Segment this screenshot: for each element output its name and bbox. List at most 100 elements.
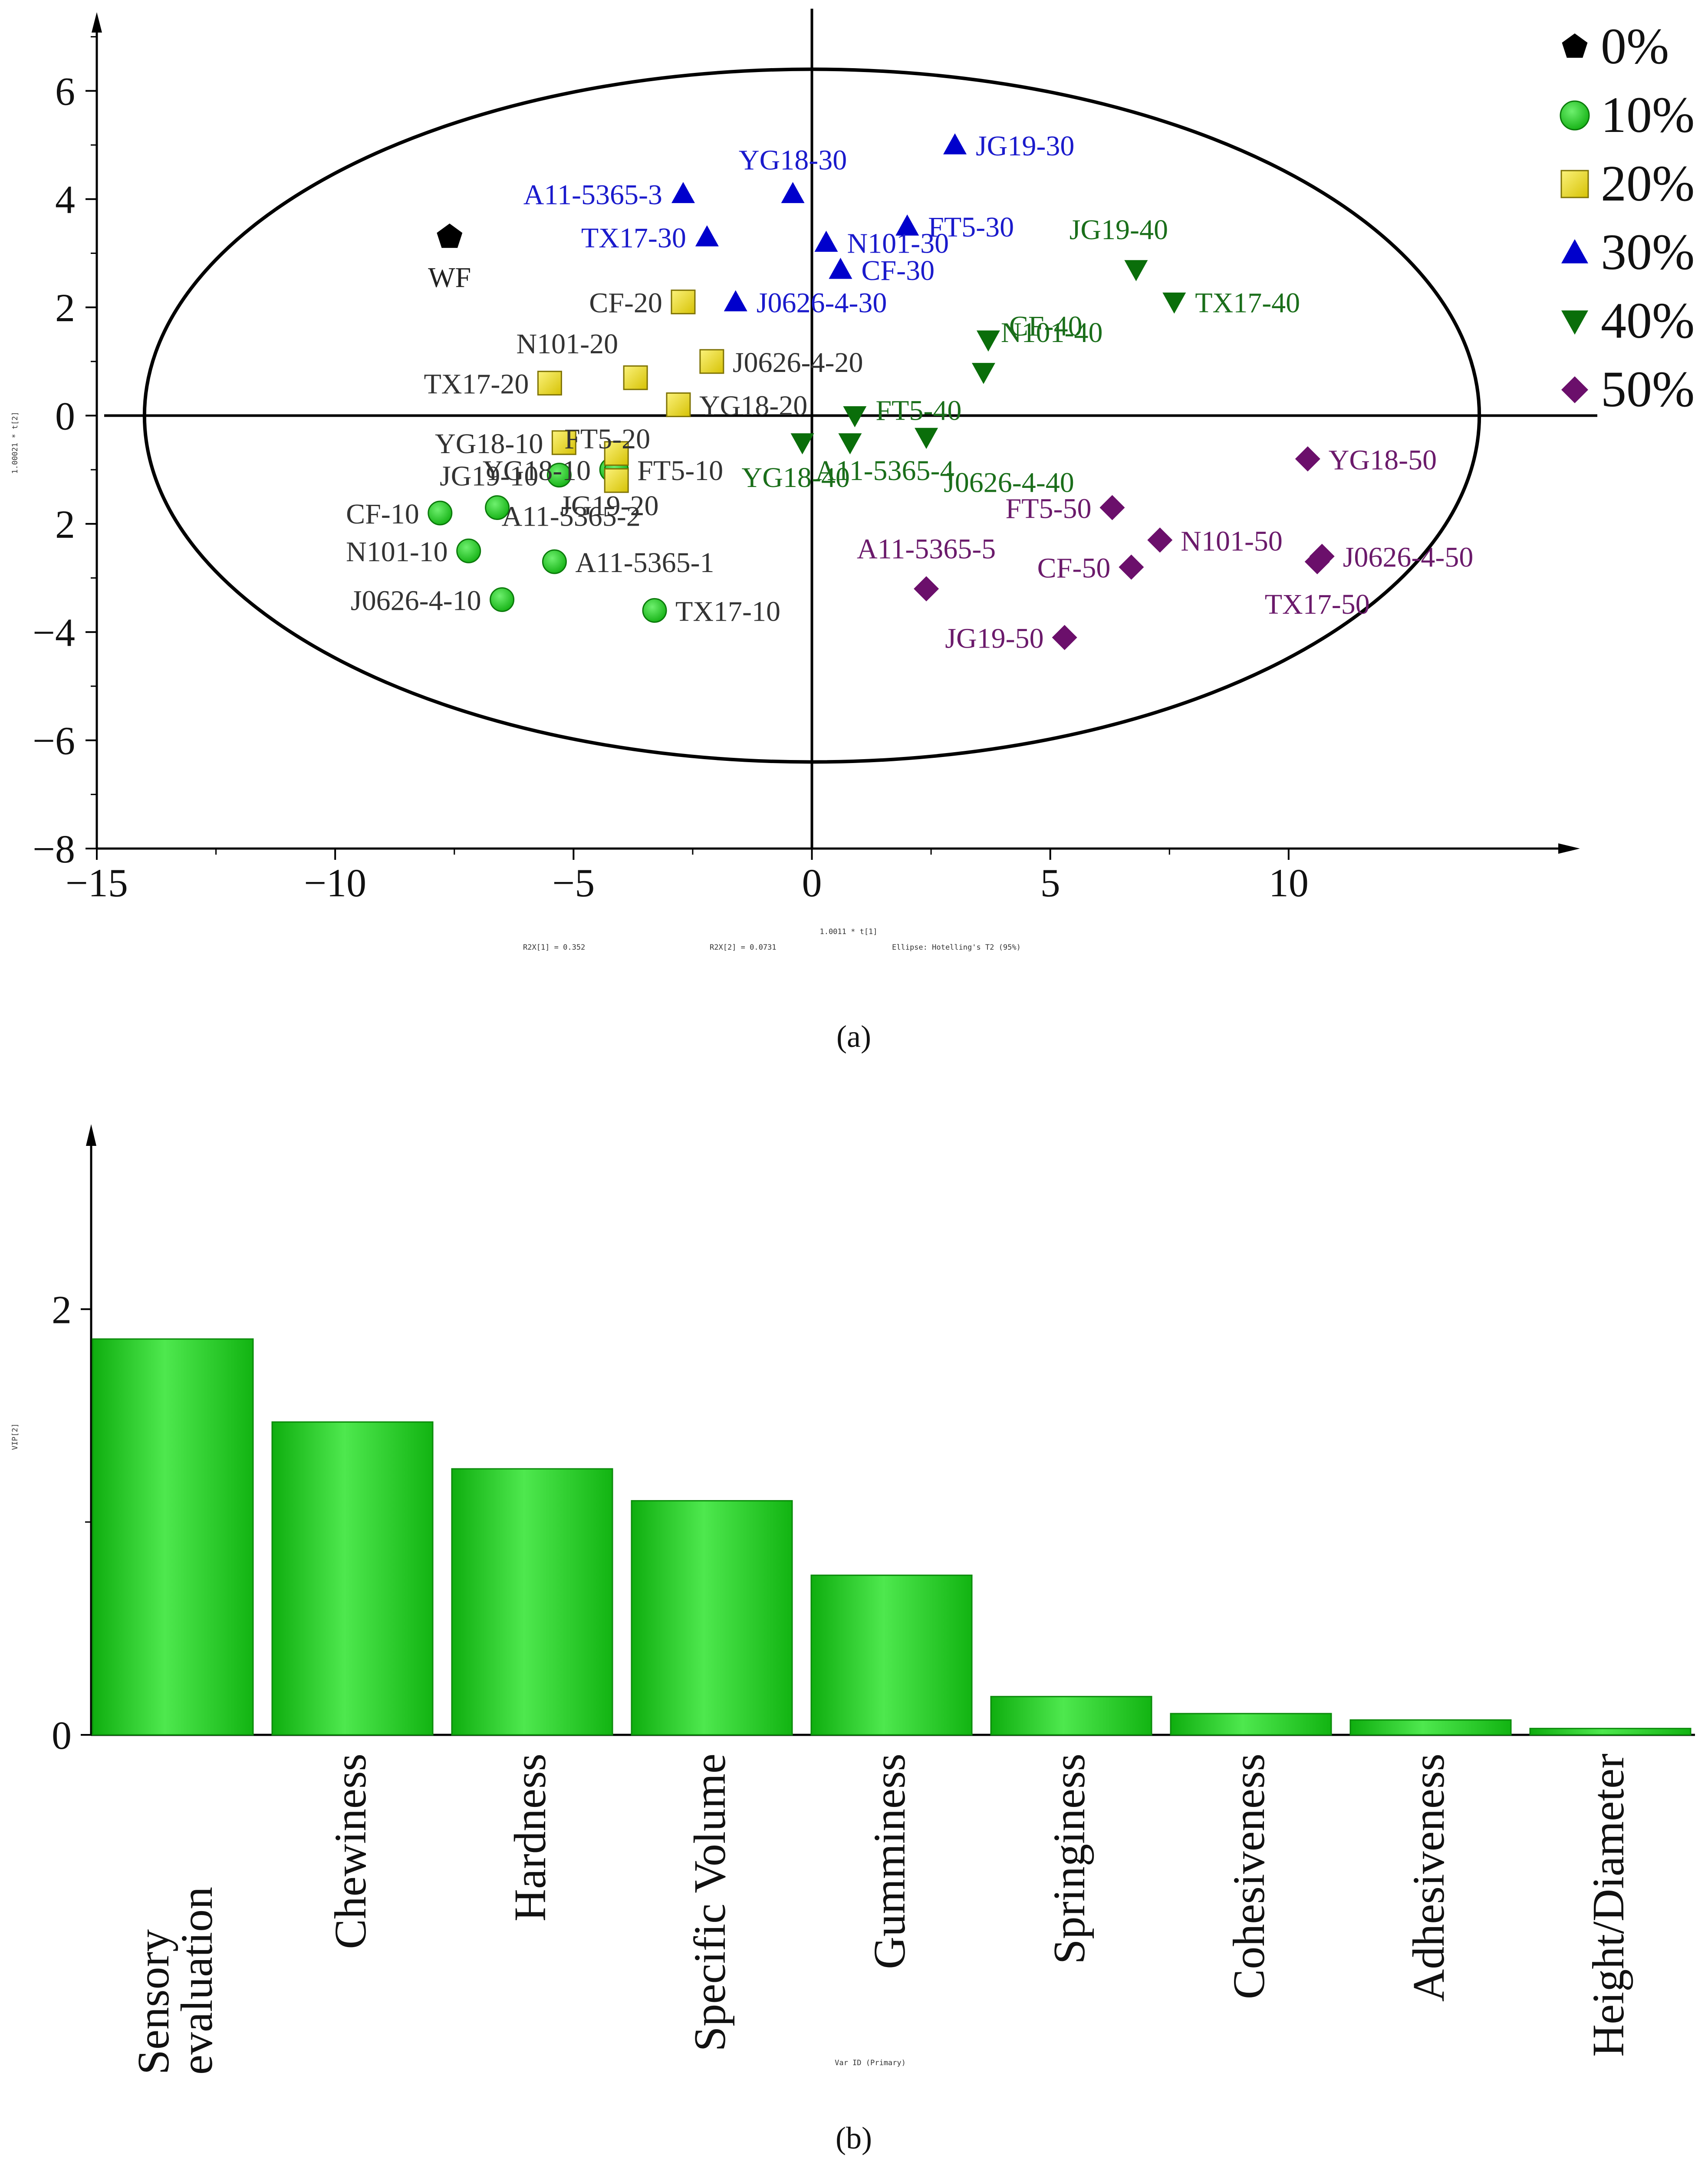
scatter-point	[1304, 549, 1330, 575]
scatter-point	[943, 133, 967, 155]
bar-category: Springiness	[1044, 1754, 1094, 1964]
scatter-point	[781, 182, 805, 203]
bars	[92, 1338, 1692, 1736]
point-label: FT5-10	[637, 455, 723, 487]
scatter-point	[546, 463, 572, 488]
bar-category-label: Springiness	[1044, 1754, 1094, 1964]
point-label: JG19-30	[976, 130, 1074, 162]
scatter-point	[437, 224, 463, 248]
point-label: YG18-20	[699, 390, 807, 422]
scatter-point	[976, 330, 1000, 352]
legend-marker	[1561, 376, 1588, 403]
bar	[1529, 1727, 1692, 1736]
scatter-point	[790, 433, 814, 454]
bar-category-label: Gumminess	[865, 1754, 915, 1969]
scatter-points	[428, 133, 1335, 650]
scatter-point	[428, 500, 453, 526]
scatter-point	[671, 182, 695, 203]
point-label: A11-5365-1	[575, 547, 714, 579]
scatter-point	[490, 587, 515, 612]
scatter-point	[1162, 293, 1186, 314]
legend-marker	[1560, 100, 1590, 131]
bar-category: Cohesiveness	[1224, 1754, 1274, 1999]
bar-x-axis-title: Var ID (Primary)	[835, 2059, 906, 2067]
bar-category: Adhesiveness	[1404, 1754, 1454, 2002]
y-tick-label: −8	[33, 827, 75, 871]
scatter-point	[537, 371, 562, 396]
scatter-point	[1119, 554, 1144, 580]
scatter-point	[915, 428, 938, 449]
y-tick-label: 6	[55, 69, 75, 113]
scatter-point	[485, 495, 510, 520]
bar-category: Hardness	[505, 1754, 555, 1922]
bar-category-label: Chewiness	[326, 1754, 375, 1949]
scatter-point	[671, 290, 696, 315]
bar	[631, 1500, 793, 1736]
legend-marker	[1562, 33, 1588, 58]
scatter-point	[814, 230, 838, 252]
scatter-point	[971, 363, 995, 384]
bar-y-tick-label: 0	[52, 1713, 72, 1757]
scatter-point	[542, 549, 567, 574]
scatter-point	[1147, 527, 1173, 553]
x-tick-label: −5	[552, 861, 595, 905]
point-label: N101-40	[1001, 317, 1103, 349]
hotelling-ellipse-outline	[142, 67, 1481, 764]
point-label: A11-5365-5	[857, 533, 996, 565]
scatter-point	[724, 290, 747, 312]
point-label: N101-50	[1181, 525, 1283, 557]
bar-category-label: evaluation	[172, 1887, 222, 2075]
point-label: J0626-4-20	[733, 347, 863, 378]
point-label: TX17-40	[1195, 287, 1300, 319]
point-label: CF-30	[861, 255, 935, 286]
footnote-ellipse: Ellipse: Hotelling's T2 (95%)	[892, 943, 1021, 952]
legend-marker	[1560, 170, 1589, 198]
y-tick-label: 0	[55, 394, 75, 438]
legend-label: 10%	[1601, 86, 1695, 143]
scatter-point	[695, 225, 719, 247]
bar	[92, 1338, 254, 1736]
panel-label-a: (a)	[836, 1019, 871, 1054]
scatter-legend: 0% 10% 20% 30% 40% 50%	[1560, 18, 1695, 418]
point-label: TX17-10	[675, 596, 780, 627]
point-label: J0626-4-30	[757, 287, 887, 319]
x-axis-title: 1.0011 * t[1]	[819, 928, 877, 936]
scatter-point	[666, 392, 691, 418]
point-label: FT5-20	[564, 423, 650, 455]
point-label: WF	[428, 262, 471, 293]
bar-y-axis-arrow	[86, 1124, 96, 1146]
scatter-point	[604, 441, 629, 466]
scatter-point	[838, 433, 862, 454]
point-label: A11-5365-2	[502, 500, 641, 532]
legend-marker	[1561, 310, 1588, 335]
bar-category-label: Cohesiveness	[1224, 1754, 1274, 1999]
bar-category-label: Height/Diameter	[1583, 1754, 1633, 2057]
scatter-point	[914, 576, 939, 602]
point-label: N101-20	[516, 328, 618, 360]
bar	[810, 1574, 973, 1736]
y-tick-label: −4	[33, 610, 75, 655]
point-label: JG19-20	[560, 490, 658, 522]
point-label: J0626-4-10	[351, 585, 481, 616]
point-label: FT5-40	[875, 395, 961, 427]
scatter-point	[604, 468, 629, 493]
bar-category-label: Adhesiveness	[1404, 1754, 1454, 2002]
bar-y-axis-title: VIP[2]	[11, 1423, 20, 1450]
scatter-point	[456, 538, 481, 563]
point-label: YG18-10	[435, 428, 543, 460]
x-tick-label: −15	[66, 861, 128, 905]
bar-category-label: Sensory	[128, 1929, 178, 2075]
point-label: JG19-40	[1070, 214, 1168, 246]
point-label: J0626-4-40	[944, 467, 1074, 498]
scatter-point	[1099, 495, 1125, 520]
bar-category: Chewiness	[326, 1754, 375, 1949]
scatter-point	[843, 406, 867, 428]
point-label: YG18-30	[739, 144, 847, 176]
bar	[451, 1468, 613, 1736]
scatter-point	[1124, 260, 1148, 281]
scatter-point	[829, 257, 852, 279]
x-tick-label: 10	[1269, 861, 1309, 905]
x-tick-label: 5	[1040, 861, 1060, 905]
footnote-r2x2: R2X[2] = 0.0731	[710, 943, 777, 952]
